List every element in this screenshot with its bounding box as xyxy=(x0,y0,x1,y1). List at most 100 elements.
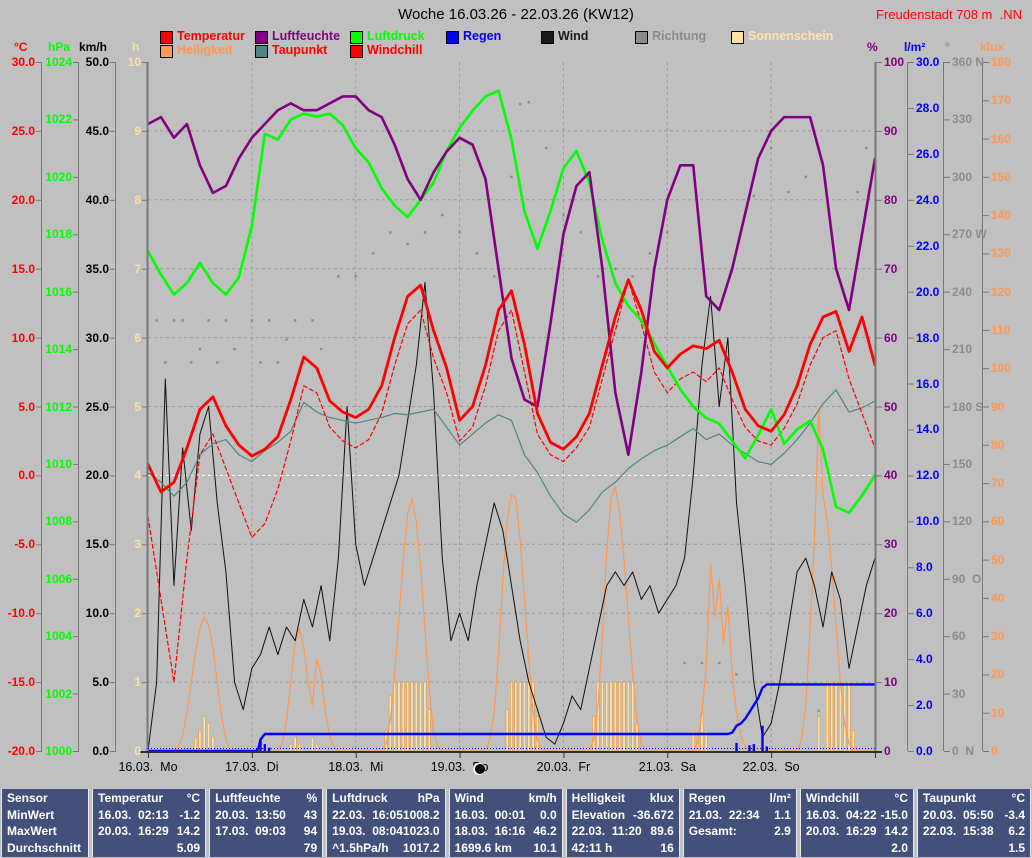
table-cell-when: 18.03. 16:16 xyxy=(454,824,526,838)
table-cell-value: -15.0 xyxy=(880,807,908,822)
axis-tick-label: -20.0 xyxy=(7,744,35,758)
table-cell-value: 6.2 xyxy=(1008,824,1025,838)
axis-header-hPa: hPa xyxy=(48,40,71,54)
axis-tick-label: 30.0 xyxy=(11,55,35,69)
table-row: ^1.5hPa/h 1017.2 xyxy=(332,840,439,857)
table-cell-when: 16.03. 00:01 xyxy=(454,807,526,822)
axis-tick-label: 7 xyxy=(134,261,141,276)
table-cell-value: 2.9 xyxy=(774,824,791,838)
table-cell-value: 1008.2 xyxy=(402,807,440,822)
axis-tick-label: 270 W xyxy=(952,227,987,242)
table-cell-value: 43 xyxy=(303,807,318,822)
date-label: 21.03. Sa xyxy=(638,760,696,774)
axis-tick-label: 1018 xyxy=(45,227,72,242)
legend-label-sonnenschein: Sonnenschein xyxy=(748,29,834,43)
table-row: 16.03. 04:22 -15.0 xyxy=(806,807,908,824)
table-cell-when: 22.03. 15:38 xyxy=(922,824,994,838)
axis-tick-label: 25.0 xyxy=(11,123,35,138)
axis-tick-label: 8.0 xyxy=(916,560,933,575)
axis-tick-label: 35.0 xyxy=(85,261,109,276)
table-cell-when: 19.03. 08:04 xyxy=(332,824,403,838)
legend-swatch-sonnenschein xyxy=(731,31,744,44)
axis-tick-label: 20.0 xyxy=(11,192,35,207)
axis-tick-label: 210 xyxy=(952,342,973,357)
legend-label-richtung: Richtung xyxy=(652,29,707,43)
table-col-unit: % xyxy=(306,791,318,805)
table-col-title: Sensor xyxy=(7,791,48,805)
table-cell-value: -1.2 xyxy=(179,807,201,822)
table-row: 22.03. 11:20 89.6 xyxy=(572,823,674,840)
series-wind xyxy=(147,281,876,752)
axis-header-klux: klux xyxy=(980,40,1005,54)
table-row: 21.03. 22:34 1.1 xyxy=(689,807,791,824)
axis-tick-label: 40 xyxy=(884,468,898,483)
table-cell-when: Gesamt: xyxy=(688,824,737,838)
table-row: 19.03. 08:04 1023.0 xyxy=(332,823,439,840)
legend-swatch-taupunkt xyxy=(255,45,268,58)
table-group-luftfeuchte: Luftfeuchte% 20.03. 13:50 43 17.03. 09:03 94… xyxy=(209,789,324,857)
table-cell-when: Elevation xyxy=(571,807,626,822)
legend-label-windchill: Windchill xyxy=(367,43,423,57)
table-cell-when: 21.03. 22:34 xyxy=(688,807,760,822)
table-cell-value: 1.5 xyxy=(1008,840,1025,855)
axis-header-%: % xyxy=(867,40,878,54)
axis-tick-label: 90 xyxy=(884,123,898,138)
axis-tick-label: 0.0 xyxy=(92,744,109,758)
axis-tick-label: 50 xyxy=(991,552,1005,567)
legend-swatch-luftfeuchte xyxy=(255,31,268,44)
series-taupunkt xyxy=(147,389,876,523)
legend-label-wind: Wind xyxy=(558,29,589,43)
table-row: 16.03. 00:01 0.0 xyxy=(455,807,557,824)
axis-tick-label: 24.0 xyxy=(916,192,940,207)
axis-tick-label: 150 xyxy=(991,169,1012,184)
axis-tick-label: 20.0 xyxy=(85,468,109,483)
series-temperatur xyxy=(146,278,877,494)
table-cell-value: -3.4 xyxy=(1004,807,1025,822)
table-group-luftdruck: Luftdruck hPa 22.03. 16:05 1008.2 19.03. 08:… xyxy=(326,789,446,857)
axis-tick-label: 0 xyxy=(991,744,998,758)
table-row: Elevation -36.672 xyxy=(572,807,674,824)
table-col-title: Taupunkt xyxy=(922,791,977,805)
table-row: 79 xyxy=(215,840,317,857)
legend-swatch-regen xyxy=(446,31,459,44)
table-cell-value: 46.2 xyxy=(533,824,557,838)
axis-header-°C: °C xyxy=(14,40,28,54)
axis-tick-label: 10 xyxy=(884,675,898,690)
table-cell-value: 79 xyxy=(303,840,318,855)
axis-tick-label: 5.0 xyxy=(92,675,109,690)
axis-tick-label: 1010 xyxy=(45,456,72,471)
table-cell-when: 22.03. 16:05 xyxy=(332,807,403,822)
legend-label-luftdruck: Luftdruck xyxy=(367,29,425,43)
table-cell-value: 89.6 xyxy=(650,824,674,838)
axis-tick-label: -5.0 xyxy=(14,537,35,552)
axis-tick-label: 15.0 xyxy=(85,537,109,552)
axis-tick-label: 0.0 xyxy=(18,468,35,483)
table-cell-when: 20.03. 16:29 xyxy=(805,824,877,838)
axis-tick-label: 30 xyxy=(952,686,966,701)
axis-tick-label: 5.0 xyxy=(18,399,35,414)
table-cell-when: Durchschnitt xyxy=(7,840,82,855)
table-col-unit: hPa xyxy=(417,791,440,805)
table-row: 20.03. 16:29 14.2 xyxy=(806,823,908,840)
table-header-row: Sensor xyxy=(7,790,83,807)
axis-tick-label: 160 xyxy=(991,131,1012,146)
table-col-unit: °C xyxy=(1011,791,1025,805)
table-cell-when: 20.03. 16:29 xyxy=(98,824,169,838)
table-group-helligkeit: Helligkeit klux Elevation -36.672 22.03. 11:… xyxy=(565,789,680,857)
table-col-title: Regen xyxy=(688,791,726,805)
axis-tick-label: 60 xyxy=(884,330,898,345)
table-row: 1699.6 km 10.1 xyxy=(455,840,557,857)
axis-tick-label: 15.0 xyxy=(11,261,35,276)
table-col-title: Windchill xyxy=(805,791,860,805)
table-cell-value: 1.1 xyxy=(774,807,791,822)
axis-tick-label: 22.0 xyxy=(916,238,940,253)
table-col-title: Wind xyxy=(454,791,484,805)
table-cell-value: 5.09 xyxy=(176,840,201,855)
moon-dark-part xyxy=(475,764,485,774)
table-row: 22.03. 16:05 1008.2 xyxy=(332,807,439,824)
axis-tick-label: 16.0 xyxy=(916,376,940,391)
axis-tick-label: 5 xyxy=(134,399,141,414)
axis-tick-label: 10.0 xyxy=(916,514,940,529)
axis-tick-label: 140 xyxy=(991,208,1012,223)
axis-tick-label: 10 xyxy=(991,705,1005,720)
